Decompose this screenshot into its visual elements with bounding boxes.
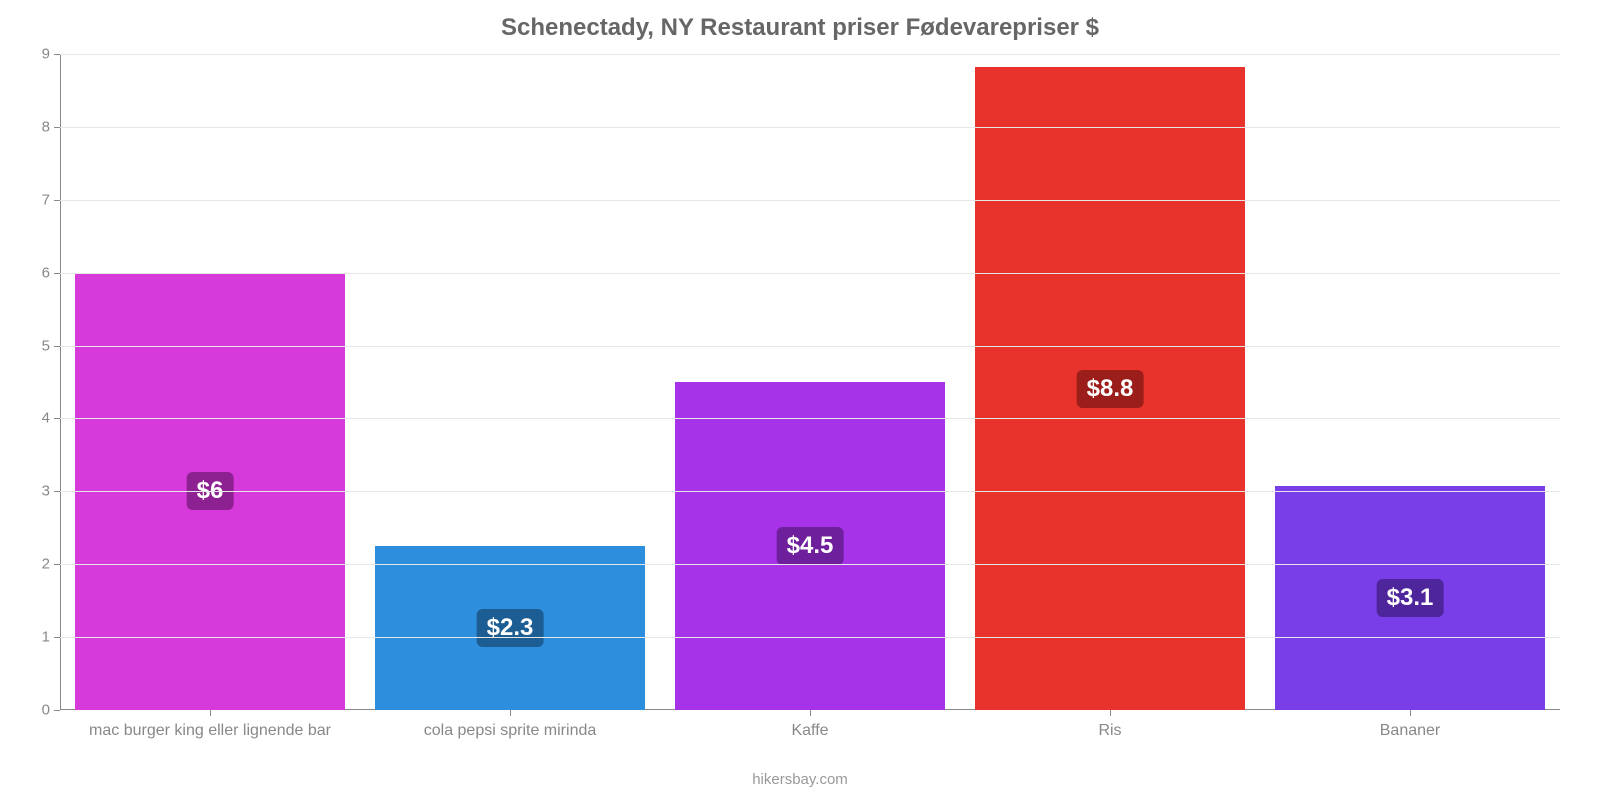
y-tick-mark bbox=[54, 273, 60, 274]
gridline bbox=[60, 564, 1560, 565]
y-tick-mark bbox=[54, 637, 60, 638]
gridline bbox=[60, 127, 1560, 128]
x-tick-mark bbox=[810, 710, 811, 716]
bar: $3.1 bbox=[1275, 486, 1545, 710]
gridline bbox=[60, 346, 1560, 347]
price-chart: Schenectady, NY Restaurant priser Fødeva… bbox=[0, 0, 1600, 800]
x-tick-mark bbox=[510, 710, 511, 716]
plot-area: $6$2.3$4.5$8.8$3.1 0123456789 mac burger… bbox=[60, 54, 1560, 710]
x-tick-mark bbox=[1110, 710, 1111, 716]
y-tick-mark bbox=[54, 200, 60, 201]
gridline bbox=[60, 637, 1560, 638]
gridline bbox=[60, 54, 1560, 55]
bar: $2.3 bbox=[375, 546, 645, 710]
y-tick-mark bbox=[54, 564, 60, 565]
attribution-text: hikersbay.com bbox=[0, 771, 1600, 788]
gridline bbox=[60, 200, 1560, 201]
bar: $4.5 bbox=[675, 382, 945, 710]
bar-value-label: $3.1 bbox=[1377, 579, 1444, 617]
y-tick-mark bbox=[54, 710, 60, 711]
bar-value-label: $2.3 bbox=[477, 609, 544, 647]
bar: $8.8 bbox=[975, 67, 1245, 710]
x-tick-mark bbox=[210, 710, 211, 716]
gridline bbox=[60, 273, 1560, 274]
y-tick-mark bbox=[54, 418, 60, 419]
bars-container: $6$2.3$4.5$8.8$3.1 bbox=[60, 54, 1560, 710]
y-tick-mark bbox=[54, 127, 60, 128]
bar-value-label: $4.5 bbox=[777, 527, 844, 565]
bar-value-label: $8.8 bbox=[1077, 370, 1144, 408]
y-tick-mark bbox=[54, 346, 60, 347]
y-tick-mark bbox=[54, 54, 60, 55]
y-tick-mark bbox=[54, 491, 60, 492]
x-tick-mark bbox=[1410, 710, 1411, 716]
chart-title: Schenectady, NY Restaurant priser Fødeva… bbox=[0, 0, 1600, 46]
gridline bbox=[60, 418, 1560, 419]
gridline bbox=[60, 491, 1560, 492]
